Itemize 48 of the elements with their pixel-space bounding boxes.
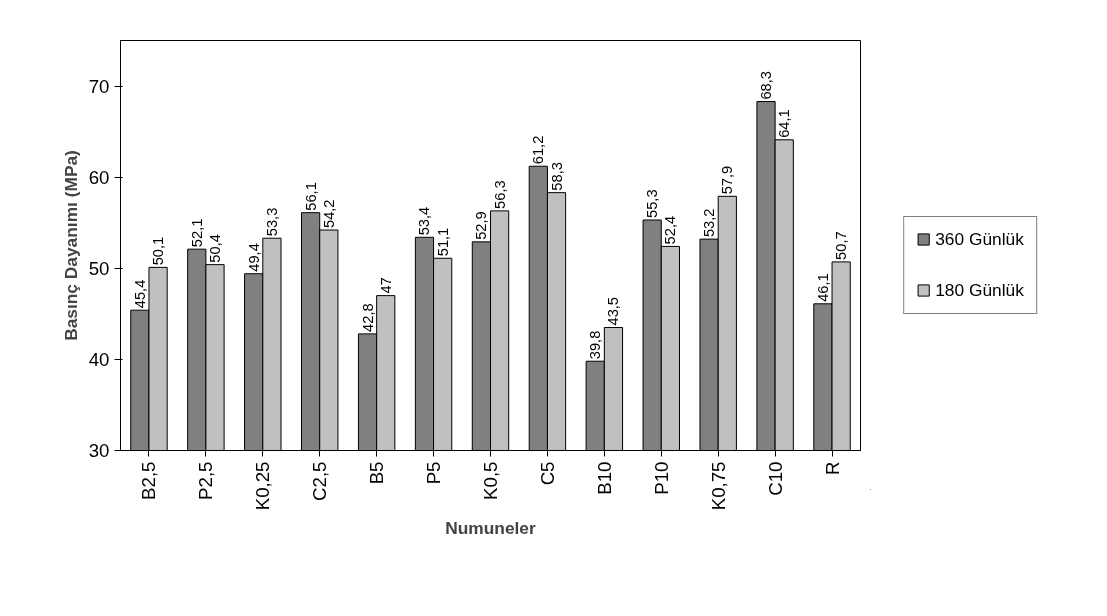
x-tick-label: R — [821, 461, 843, 475]
data-label: 61,2 — [530, 135, 547, 165]
legend-label: 180 Günlük — [935, 279, 1024, 301]
data-label: 52,1 — [188, 218, 205, 248]
data-label: 53,4 — [416, 206, 433, 236]
legend-label: 360 Günlük — [935, 228, 1024, 250]
data-label: 55,3 — [644, 189, 661, 218]
y-tick-label: 60 — [88, 166, 110, 188]
data-label: 39,8 — [587, 330, 604, 360]
data-label: 45,4 — [131, 279, 148, 309]
data-label: 68,3 — [758, 71, 775, 100]
data-label: 46,1 — [814, 273, 831, 302]
data-label: 52,9 — [473, 211, 490, 240]
x-tick-label: C10 — [764, 461, 786, 496]
data-label: 64,1 — [776, 109, 793, 138]
y-tick-label: 40 — [88, 348, 110, 370]
data-label: 47 — [377, 277, 394, 294]
x-tick-label: B2,5 — [138, 461, 160, 500]
data-label: 50,4 — [206, 234, 223, 263]
data-label: 56,1 — [302, 182, 319, 211]
x-tick-label: C2,5 — [309, 461, 331, 501]
data-label: 57,9 — [719, 165, 736, 195]
x-tick-label: P2,5 — [195, 461, 217, 500]
data-label: 56,3 — [491, 180, 508, 209]
data-label: 42,8 — [359, 303, 376, 332]
data-label: 54,2 — [320, 199, 337, 229]
y-tick-label: 30 — [88, 440, 110, 461]
x-tick-label: B5 — [366, 461, 388, 485]
x-tick-label: K0,5 — [480, 461, 501, 500]
data-label: 51,1 — [434, 227, 451, 257]
data-label: 53,3 — [263, 207, 280, 237]
x-tick-label: C5 — [536, 461, 558, 486]
data-label: 50,7 — [833, 231, 850, 260]
x-tick-label: P10 — [650, 461, 672, 495]
data-label: 50,1 — [150, 236, 167, 266]
data-label: 49,4 — [245, 243, 262, 272]
x-tick-label: P5 — [423, 461, 445, 485]
data-label: 58,3 — [548, 162, 565, 191]
x-tick-label: K0,25 — [252, 461, 274, 511]
x-axis-title: Numuneler — [445, 518, 537, 539]
data-label: 52,4 — [662, 215, 679, 245]
y-axis-title: Basınç Dayanımı (MPa) — [60, 150, 81, 341]
data-label: 43,5 — [605, 296, 622, 326]
x-tick-label: B10 — [593, 461, 615, 495]
y-tick-label: 70 — [88, 75, 110, 97]
y-tick-label: 50 — [88, 257, 110, 279]
x-tick-label: K0,75 — [707, 461, 729, 511]
data-label: 53,2 — [701, 208, 718, 238]
